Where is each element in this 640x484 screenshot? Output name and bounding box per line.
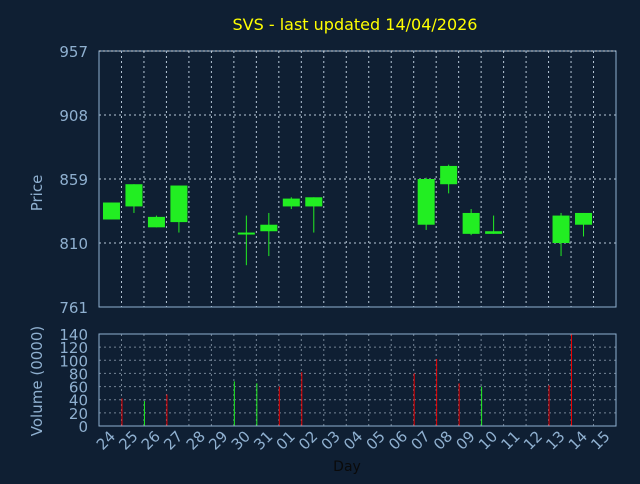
volume-tick-label: 40 [69,392,88,410]
volume-frame [98,333,617,427]
candle-body [485,231,503,234]
price-tick-labels: 957 908 859 810 761 [59,43,88,317]
price-grid [99,51,617,308]
volume-tick-label: 120 [59,339,88,357]
candle-body [417,179,435,225]
price-tick-label: 761 [59,299,88,317]
volume-tick-label: 60 [69,379,88,397]
candles [102,164,593,266]
candle-body [440,165,458,185]
volume-tick-label: 0 [78,418,88,436]
chart-title: SVS - last updated 14/04/2026 [233,15,478,34]
plot-frames [98,50,617,427]
candle-body [260,224,278,232]
candle-body [237,232,255,235]
volume-tick-label: 20 [69,405,88,423]
price-frame [98,50,617,308]
price-axis-label: Price [28,175,46,212]
candle-body [282,198,300,207]
x-axis-label: Day [333,459,361,475]
x-tick-label: 15 [587,427,613,453]
x-tick-labels: 2425262728293031010203040506070809101112… [93,427,614,453]
price-tick-label: 810 [59,235,88,253]
price-tick-label: 908 [59,107,88,125]
candle-body [102,202,120,220]
volume-grid [99,333,617,427]
volume-tick-label: 100 [59,352,88,370]
volume-tick-label: 140 [59,326,88,344]
volume-axis-label: Volume (0000) [28,326,46,436]
volume-bars [121,334,573,426]
candle-body [125,184,143,207]
candle-body [147,216,165,228]
candle-body [462,212,480,234]
candle-body [170,185,188,223]
volume-tick-label: 80 [69,365,88,383]
price-tick-label: 957 [59,43,88,61]
price-tick-label: 859 [59,171,88,189]
candle-body [552,215,570,243]
candle-body [575,212,593,225]
candle-body [305,197,323,207]
